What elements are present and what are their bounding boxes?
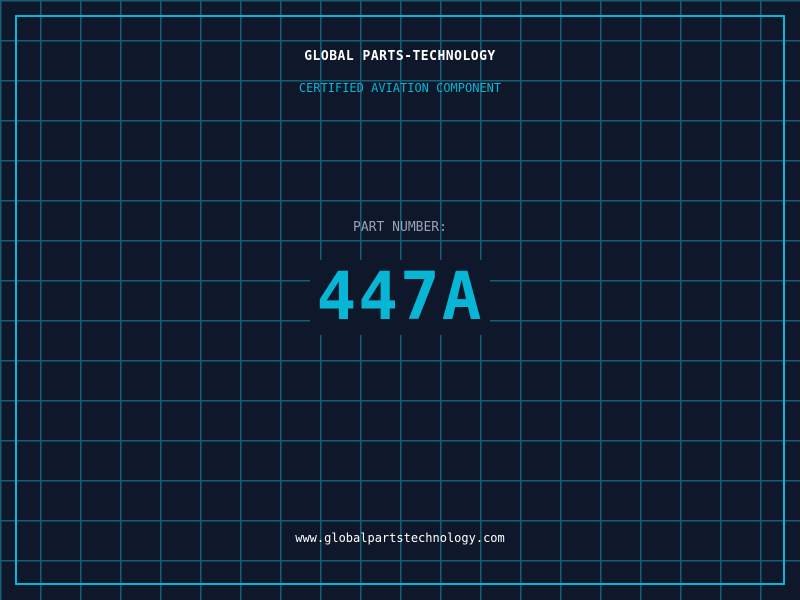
- company-title: GLOBAL PARTS-TECHNOLOGY: [304, 49, 496, 64]
- border-frame: [15, 15, 785, 585]
- part-number-value: 447A: [316, 258, 484, 335]
- certification-subtitle: CERTIFIED AVIATION COMPONENT: [298, 81, 502, 95]
- website-url: www.globalpartstechnology.com: [295, 531, 505, 545]
- part-number-backdrop: [310, 260, 490, 335]
- part-number-label: PART NUMBER:: [353, 220, 447, 235]
